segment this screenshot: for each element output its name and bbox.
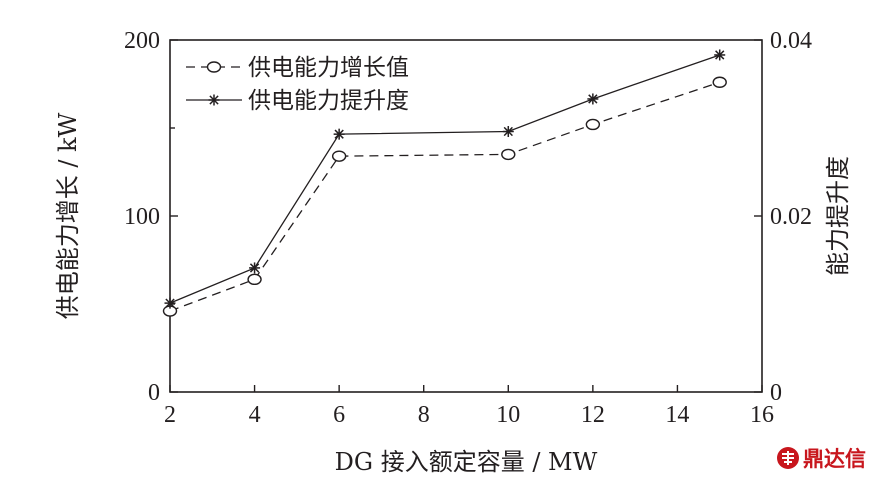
x-tick-label: 2 (164, 402, 176, 428)
series-1-point (712, 76, 727, 88)
x-tick-label: 14 (665, 402, 689, 428)
series-1-point (585, 118, 601, 131)
x-tick-label: 12 (581, 402, 605, 428)
series-2-point (502, 126, 514, 138)
series-1-point (247, 273, 262, 286)
y-right-axis-title: 能力提升度 (824, 156, 852, 276)
legend-label-2: 供电能力提升度 (248, 88, 409, 114)
series-line-1 (169, 81, 720, 312)
x-tick-label: 6 (333, 402, 345, 428)
series-2-point (249, 262, 261, 274)
watermark-seal-icon (777, 447, 799, 469)
x-tick-label: 16 (750, 402, 774, 428)
series-2-point (587, 93, 599, 105)
y-left-axis-title: 供电能力增长 / kW (54, 112, 82, 319)
legend-label-1: 供电能力增长值 (248, 55, 409, 81)
series-2-point (714, 49, 726, 61)
series-1-point (501, 148, 516, 161)
legend-marker-1 (206, 61, 222, 73)
x-tick-label: 10 (496, 402, 520, 428)
y-right-tick-label: 0.04 (770, 28, 812, 54)
y-right-tick-label: 0.02 (770, 204, 812, 230)
y-right-tick-label: 0 (770, 380, 782, 406)
series-1-point (331, 150, 347, 162)
watermark-text: 鼎达信 (803, 447, 866, 471)
watermark-logo: 鼎达信 (776, 443, 866, 473)
x-axis-title: DG 接入额定容量 / MW (335, 448, 598, 476)
legend-marker-2 (208, 94, 220, 106)
series-2-point (164, 297, 176, 309)
y-left-tick-label: 100 (124, 204, 160, 230)
series-2-point (333, 128, 345, 140)
y-left-tick-label: 0 (148, 380, 160, 406)
x-tick-label: 4 (249, 402, 261, 428)
x-tick-label: 8 (418, 402, 430, 428)
y-left-tick-label: 200 (124, 28, 160, 54)
series-line-2 (169, 54, 720, 304)
